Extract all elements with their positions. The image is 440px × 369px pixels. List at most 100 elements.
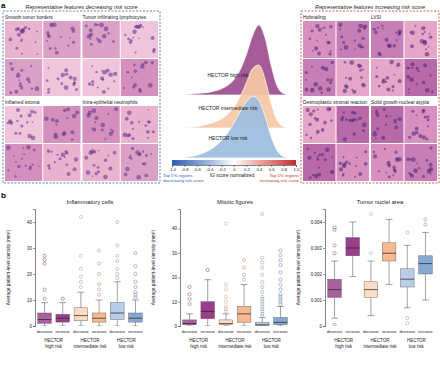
histology-texture xyxy=(62,132,66,136)
histology-texture xyxy=(427,125,429,127)
histology-texture xyxy=(411,67,413,69)
histology-tile xyxy=(5,21,42,58)
histology-texture xyxy=(409,158,411,160)
histology-texture xyxy=(381,25,383,27)
density-ridge xyxy=(184,96,289,158)
histology-texture xyxy=(306,108,310,112)
histology-texture xyxy=(138,37,140,39)
x-tick-label: increase xyxy=(273,330,287,334)
outlier xyxy=(261,281,264,284)
tick: 0.6 xyxy=(269,165,275,172)
histology-texture xyxy=(360,76,363,79)
tick-label: 0.4 xyxy=(256,167,262,172)
histology-texture xyxy=(316,156,318,158)
histology-texture xyxy=(132,29,136,33)
outlier xyxy=(424,218,427,221)
histology-texture xyxy=(107,113,109,115)
outlier xyxy=(43,297,46,300)
histology-texture xyxy=(354,176,356,178)
histology-texture xyxy=(58,157,61,160)
histology-texture xyxy=(93,150,96,153)
histology-texture xyxy=(396,39,398,41)
histology-texture xyxy=(398,33,401,36)
histology-texture xyxy=(305,71,308,74)
histology-texture xyxy=(26,121,28,123)
histology-texture xyxy=(345,77,347,79)
histology-texture xyxy=(317,52,321,56)
histology-texture xyxy=(321,92,323,94)
outlier xyxy=(224,305,227,308)
box xyxy=(56,297,70,326)
histology-texture xyxy=(321,128,325,132)
histology-texture xyxy=(61,73,65,77)
whisker-cap xyxy=(241,326,248,327)
histology-texture xyxy=(133,64,135,66)
tick: 30 xyxy=(172,251,180,256)
histology-texture xyxy=(102,90,106,94)
histology-texture xyxy=(309,176,312,179)
outlier xyxy=(79,254,82,257)
histology-tile xyxy=(121,144,158,181)
histology-texture xyxy=(142,150,144,152)
tick-mark xyxy=(178,253,180,254)
tick-mark xyxy=(178,326,180,327)
histology-texture xyxy=(375,110,377,112)
tick-label: 1.0 xyxy=(294,167,300,172)
histology-texture xyxy=(323,121,327,125)
histology-texture xyxy=(148,121,151,124)
whisker xyxy=(189,314,190,320)
y-axis: 010203040 xyxy=(172,210,181,329)
whisker xyxy=(117,282,118,303)
y-axis-title: Average patient-level density (mm²) xyxy=(6,229,11,305)
histology-tile xyxy=(371,106,404,143)
histology-texture xyxy=(385,38,389,42)
histology-texture xyxy=(345,118,348,121)
histology-texture xyxy=(102,70,107,75)
histology-texture xyxy=(362,122,367,127)
whisker xyxy=(135,300,136,313)
histology-texture xyxy=(408,67,410,69)
outlier xyxy=(134,280,137,283)
whisker xyxy=(62,303,63,315)
outlier xyxy=(224,222,227,225)
feature-label: Smooth tumor borders xyxy=(5,15,53,20)
histology-texture xyxy=(378,53,382,57)
whisker-cap xyxy=(368,261,375,262)
histology-texture xyxy=(15,47,18,50)
median xyxy=(110,313,124,314)
histology-texture xyxy=(308,123,311,126)
histology-texture xyxy=(386,161,390,165)
histology-texture xyxy=(107,87,109,89)
outlier xyxy=(369,213,372,216)
tick: 0.004 xyxy=(311,220,325,225)
group-label: HECTORintermediate risk xyxy=(218,338,252,349)
histology-tile xyxy=(5,144,42,181)
histology-texture xyxy=(355,165,357,167)
histology-texture xyxy=(10,67,14,71)
histology-texture xyxy=(129,40,132,43)
histology-texture xyxy=(362,83,364,85)
histology-texture xyxy=(142,26,144,28)
outlier xyxy=(261,285,264,288)
outlier xyxy=(242,266,245,269)
ridge-marks xyxy=(184,25,289,158)
histology-texture xyxy=(411,62,415,66)
box-body xyxy=(400,269,414,287)
histology-texture xyxy=(151,36,155,40)
histology-texture xyxy=(32,164,34,166)
group-label-line: low risk xyxy=(264,344,280,349)
tick-label: 0 xyxy=(319,324,322,329)
whisker-cap xyxy=(331,318,338,319)
median xyxy=(364,289,378,290)
tick: 40 xyxy=(27,220,35,225)
x-tick-label: increase xyxy=(128,330,142,334)
histology-texture xyxy=(33,148,36,151)
outlier xyxy=(116,267,119,270)
group-label: HECTORintermediate risk xyxy=(73,338,107,349)
outlier xyxy=(188,293,191,296)
outlier xyxy=(279,259,282,262)
outlier xyxy=(43,262,46,265)
histology-texture xyxy=(314,46,318,50)
outlier xyxy=(242,259,245,262)
median xyxy=(419,263,433,264)
